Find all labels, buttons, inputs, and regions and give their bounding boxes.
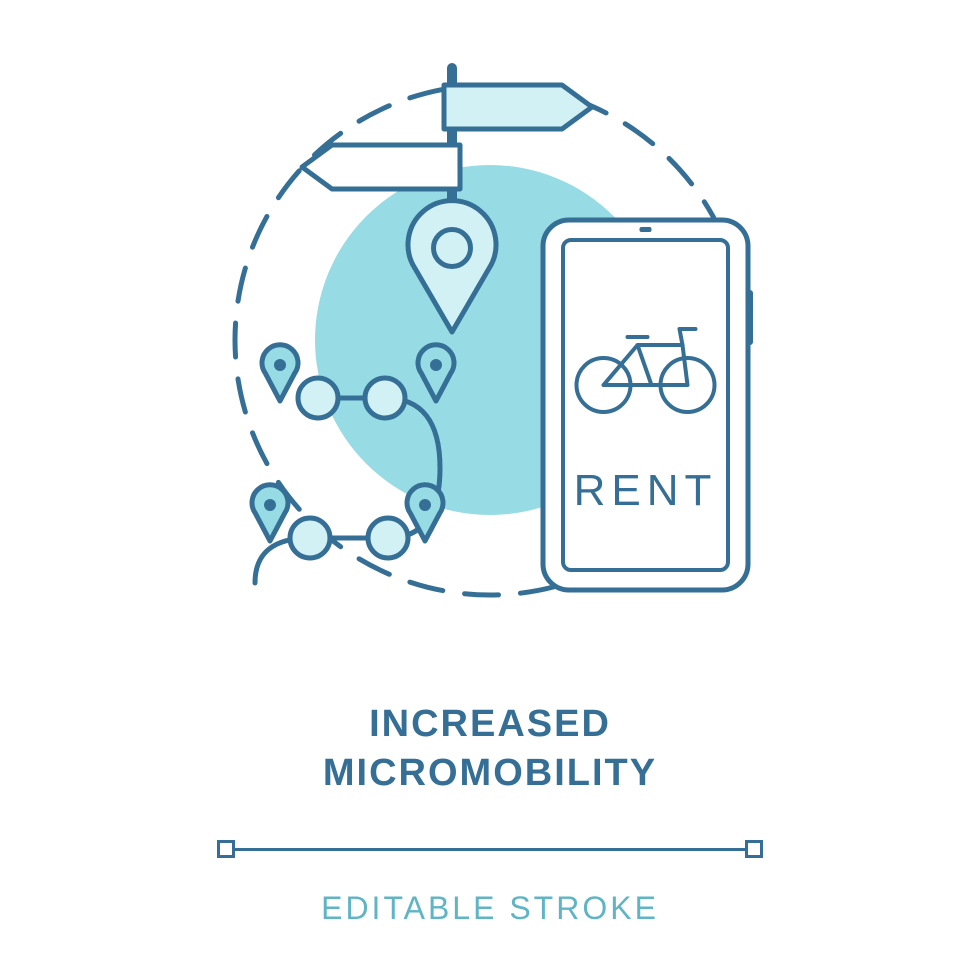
title-block: INCREASED MICROMOBILITY [0, 700, 980, 799]
title-line-1: INCREASED [0, 700, 980, 749]
bottom-label: EDITABLE STROKE [0, 890, 980, 927]
title-line-2: MICROMOBILITY [0, 749, 980, 798]
svg-text:RENT: RENT [574, 466, 718, 515]
divider-square-left [217, 840, 235, 858]
infographic-canvas: RENT INCREASED MICROMOBILITY EDITABLE ST… [0, 0, 980, 980]
divider [217, 840, 763, 858]
micromobility-illustration: RENT [190, 60, 790, 620]
illustration-svg: RENT [190, 60, 790, 620]
divider-line [235, 848, 745, 851]
divider-square-right [745, 840, 763, 858]
